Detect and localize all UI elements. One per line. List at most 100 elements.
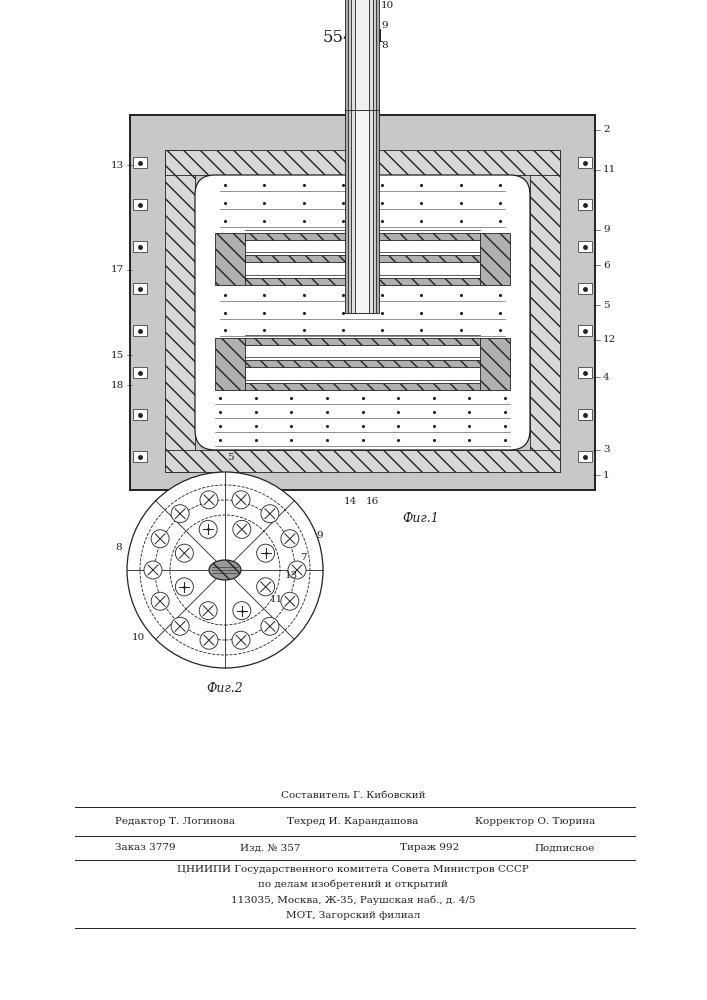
Bar xyxy=(245,360,480,367)
Bar xyxy=(133,283,147,294)
Text: МОТ, Загорский филиал: МОТ, Загорский филиал xyxy=(286,912,420,920)
Circle shape xyxy=(175,544,193,562)
Text: Заказ 3779: Заказ 3779 xyxy=(115,844,175,852)
Text: 8: 8 xyxy=(115,544,122,552)
Text: Техред И. Карандашова: Техред И. Карандашова xyxy=(287,817,419,826)
Circle shape xyxy=(171,617,189,635)
Circle shape xyxy=(257,544,274,562)
Text: 17: 17 xyxy=(111,265,124,274)
Bar xyxy=(133,241,147,252)
Text: Фиг.2: Фиг.2 xyxy=(206,682,243,695)
Text: 10: 10 xyxy=(381,0,395,9)
Circle shape xyxy=(151,530,169,548)
Circle shape xyxy=(232,631,250,649)
Circle shape xyxy=(281,530,299,548)
Text: 9: 9 xyxy=(603,226,609,234)
Bar xyxy=(355,110,369,313)
Circle shape xyxy=(232,491,250,509)
Bar xyxy=(345,110,379,313)
Circle shape xyxy=(171,505,189,523)
Bar xyxy=(215,338,245,390)
Bar xyxy=(480,233,510,285)
FancyBboxPatch shape xyxy=(195,175,530,450)
Bar xyxy=(578,451,592,462)
Bar xyxy=(530,150,560,472)
Ellipse shape xyxy=(209,560,241,580)
Text: Подписное: Подписное xyxy=(534,844,595,852)
Text: 11: 11 xyxy=(270,595,284,604)
Circle shape xyxy=(261,505,279,523)
Text: 5: 5 xyxy=(603,300,609,310)
Bar xyxy=(245,255,480,262)
Circle shape xyxy=(199,602,217,620)
Text: 1: 1 xyxy=(603,471,609,480)
Circle shape xyxy=(127,472,323,668)
Bar xyxy=(133,367,147,378)
Text: 10: 10 xyxy=(132,634,145,643)
Bar xyxy=(348,0,376,120)
Circle shape xyxy=(199,520,217,538)
Text: 16: 16 xyxy=(366,497,379,506)
Text: 8: 8 xyxy=(381,40,387,49)
Text: ЦНИИПИ Государственного комитета Совета Министров СССР: ЦНИИПИ Государственного комитета Совета … xyxy=(177,865,529,874)
Text: 12: 12 xyxy=(603,336,617,344)
Circle shape xyxy=(233,520,251,538)
Circle shape xyxy=(281,592,299,610)
Text: 13: 13 xyxy=(111,160,124,169)
Circle shape xyxy=(144,561,162,579)
Text: по делам изобретений и открытий: по делам изобретений и открытий xyxy=(258,879,448,889)
Circle shape xyxy=(200,491,218,509)
Bar xyxy=(578,157,592,168)
Bar xyxy=(351,0,373,120)
Circle shape xyxy=(288,561,306,579)
Bar xyxy=(578,325,592,336)
Text: Редактор Т. Логинова: Редактор Т. Логинова xyxy=(115,817,235,826)
Text: 9: 9 xyxy=(381,20,387,29)
Bar xyxy=(480,338,510,390)
Bar xyxy=(165,150,560,175)
Bar xyxy=(351,110,373,313)
Bar xyxy=(165,150,195,472)
Text: 15: 15 xyxy=(111,351,124,360)
Text: 14: 14 xyxy=(344,497,356,506)
Text: 4: 4 xyxy=(603,372,609,381)
Text: 5: 5 xyxy=(227,453,233,462)
Circle shape xyxy=(257,578,274,596)
Bar xyxy=(133,409,147,420)
Text: Фиг.1: Фиг.1 xyxy=(402,512,439,525)
Text: Изд. № 357: Изд. № 357 xyxy=(240,844,300,852)
Bar xyxy=(165,450,560,472)
Text: 18: 18 xyxy=(111,380,124,389)
Text: Составитель Г. Кибовский: Составитель Г. Кибовский xyxy=(281,790,425,800)
Text: 6: 6 xyxy=(603,260,609,269)
Text: Тираж 992: Тираж 992 xyxy=(400,844,460,852)
Bar xyxy=(578,367,592,378)
Bar xyxy=(578,409,592,420)
Text: 13: 13 xyxy=(285,570,298,580)
Bar xyxy=(348,110,376,313)
Text: 2: 2 xyxy=(603,125,609,134)
Text: 3: 3 xyxy=(603,446,609,454)
Text: 554071: 554071 xyxy=(322,28,386,45)
Circle shape xyxy=(261,617,279,635)
Bar xyxy=(355,0,369,120)
Bar xyxy=(130,115,595,490)
Circle shape xyxy=(200,631,218,649)
Bar xyxy=(133,157,147,168)
Bar xyxy=(133,325,147,336)
Text: 113035, Москва, Ж-35, Раушская наб., д. 4/5: 113035, Москва, Ж-35, Раушская наб., д. … xyxy=(230,895,475,905)
Bar xyxy=(133,451,147,462)
Bar xyxy=(133,199,147,210)
Circle shape xyxy=(175,578,193,596)
Bar xyxy=(215,233,245,285)
Bar xyxy=(245,338,480,345)
Bar xyxy=(245,278,480,285)
Bar xyxy=(578,199,592,210)
Bar xyxy=(345,0,379,120)
Text: 9: 9 xyxy=(316,530,322,540)
Bar xyxy=(245,383,480,390)
Bar xyxy=(578,241,592,252)
Text: Корректор О. Тюрина: Корректор О. Тюрина xyxy=(474,817,595,826)
Bar xyxy=(578,283,592,294)
Circle shape xyxy=(233,602,251,620)
